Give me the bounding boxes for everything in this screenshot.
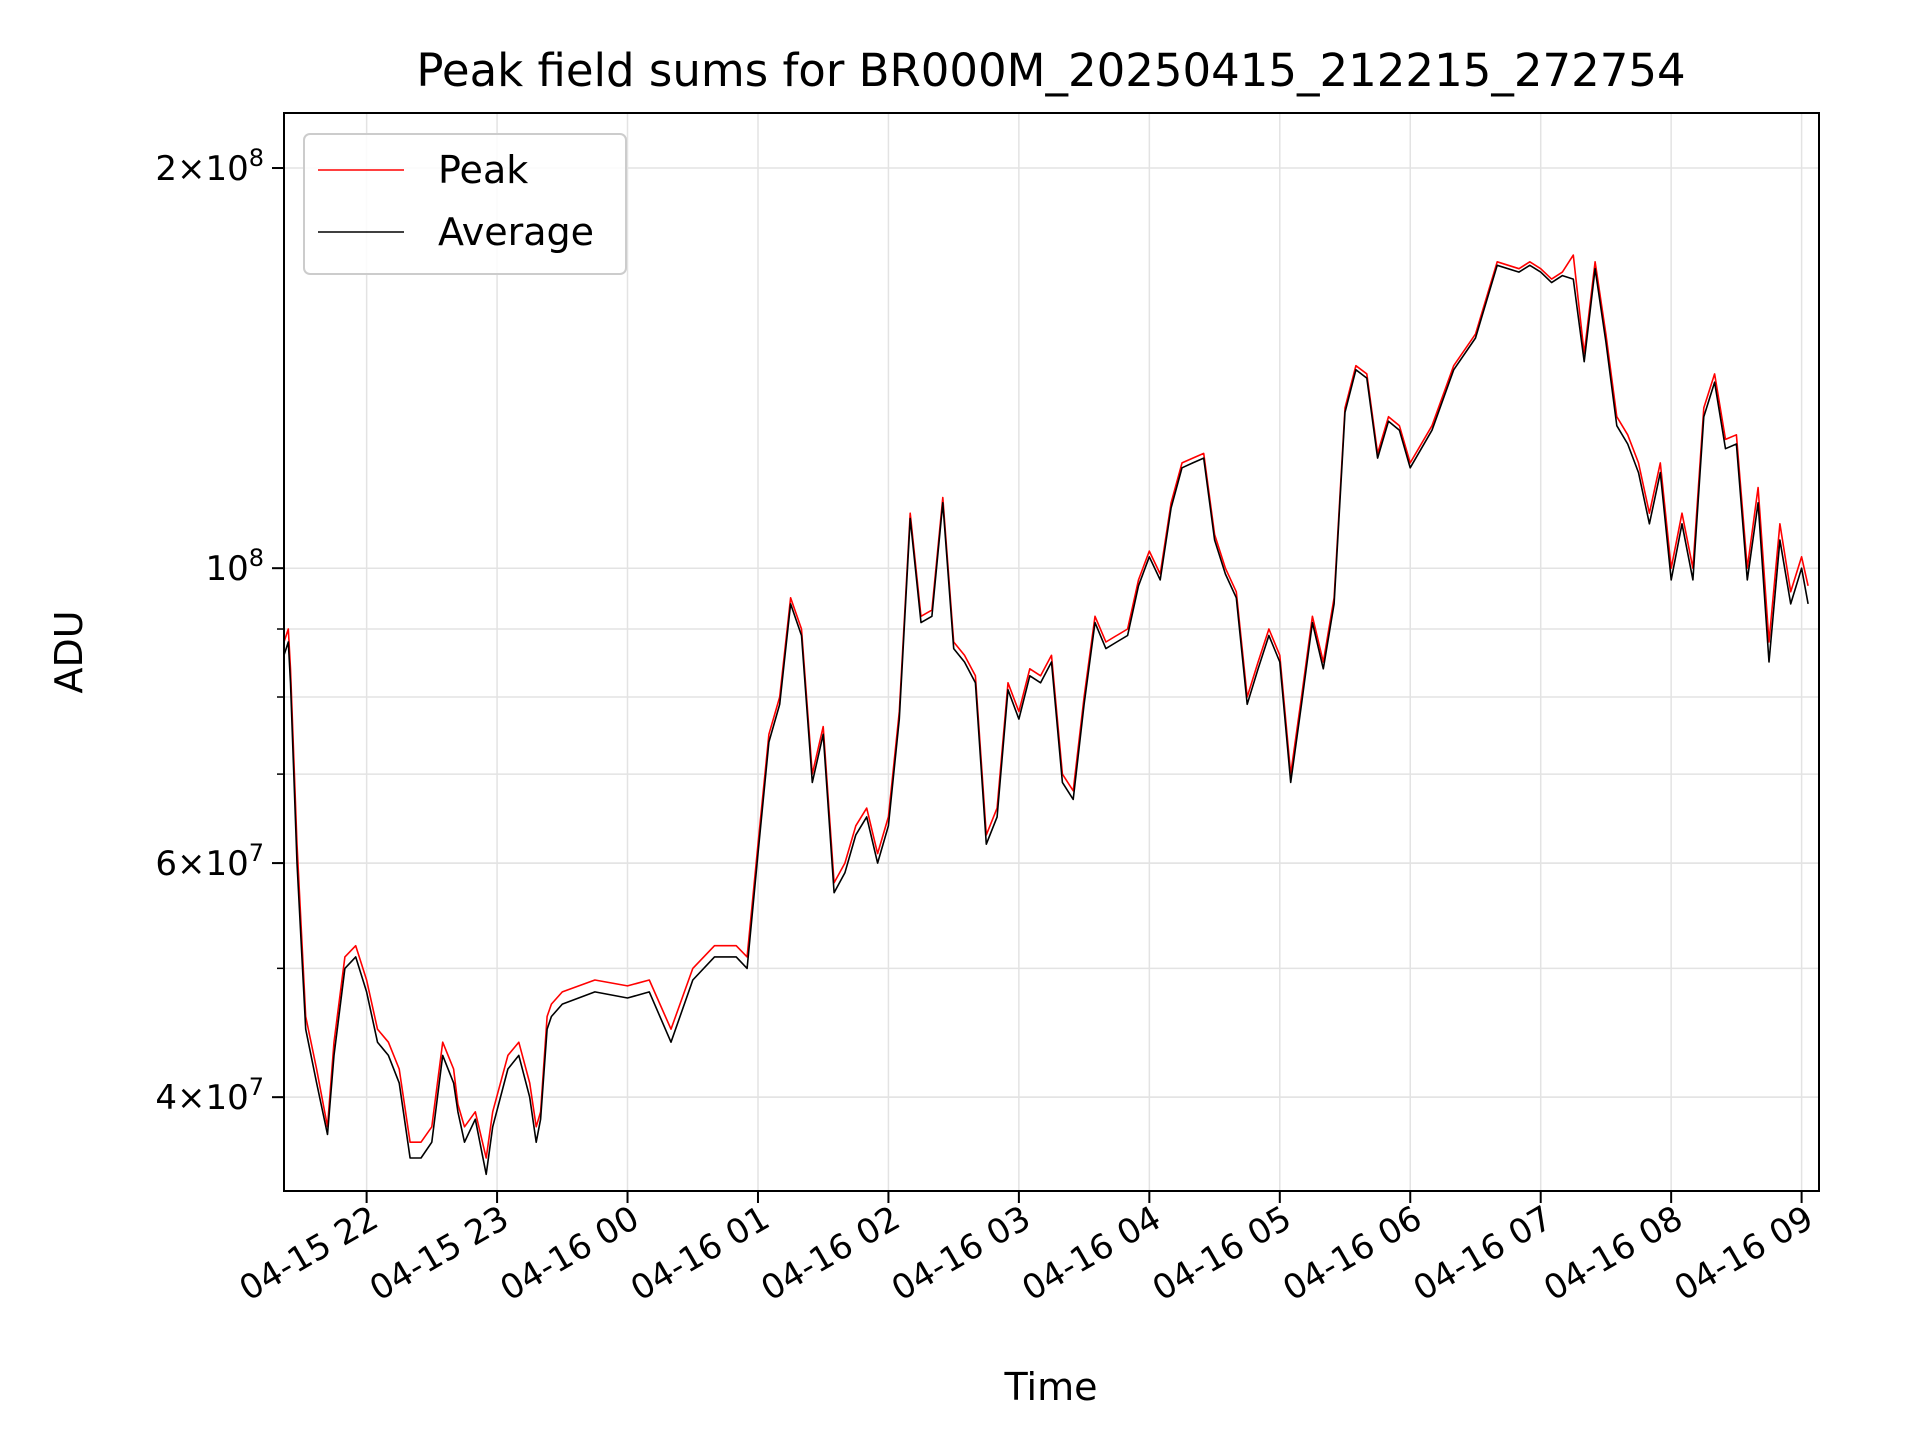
legend-label-average: Average: [438, 210, 594, 254]
y-axis-label: ADU: [47, 610, 91, 693]
y-tick-label: 108: [205, 544, 264, 589]
series-line-peak: [284, 254, 1809, 1159]
plot-lines: [284, 254, 1809, 1176]
y-tick-label: 4×107: [155, 1073, 264, 1118]
y-tick-label: 2×108: [155, 144, 264, 189]
y-tick-label: 6×107: [155, 839, 264, 884]
legend-label-peak: Peak: [438, 148, 528, 192]
x-axis-label: Time: [1004, 1365, 1098, 1409]
series-line-average: [284, 264, 1809, 1176]
grid: [284, 113, 1819, 1191]
chart-title: Peak field sums for BR000M_20250415_2122…: [416, 44, 1685, 97]
legend: Peak Average: [303, 133, 627, 275]
legend-frame: [303, 133, 627, 275]
plot-frame: [283, 112, 1820, 1192]
y-axis-ticks: 4×107 6×107 108 2×108: [155, 144, 284, 1118]
